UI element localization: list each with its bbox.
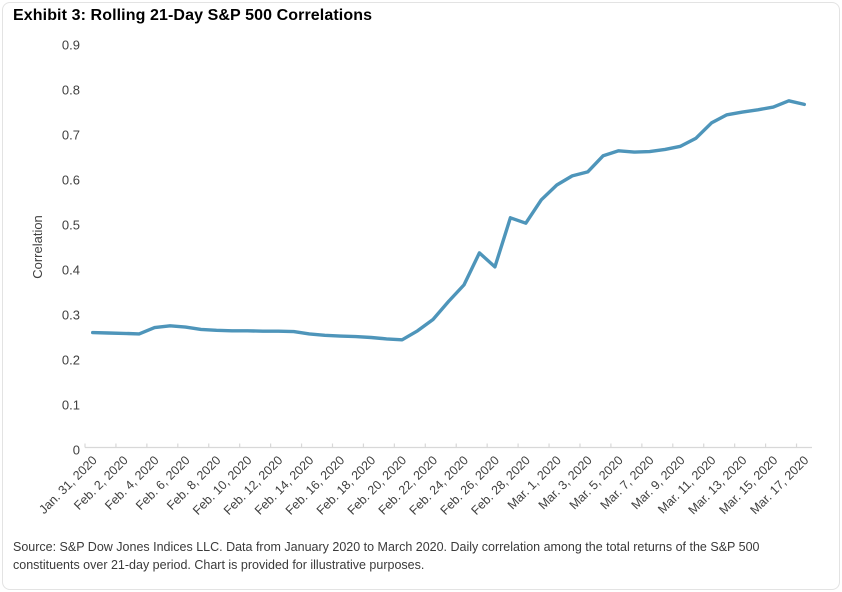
y-axis-tick-label: 0 bbox=[73, 443, 80, 458]
y-axis-tick-label: 0.1 bbox=[62, 398, 80, 413]
y-axis-tick-label: 0.4 bbox=[62, 263, 80, 278]
y-axis-title: Correlation bbox=[30, 215, 45, 279]
y-axis-tick-label: 0.6 bbox=[62, 173, 80, 188]
y-axis-tick-label: 0.7 bbox=[62, 128, 80, 143]
chart-title: Exhibit 3: Rolling 21-Day S&P 500 Correl… bbox=[13, 7, 373, 24]
y-axis: 0.9 0.8 0.7 0.6 0.5 0.4 0.3 0.2 0.1 0 Correlation bbox=[30, 38, 80, 458]
series-line-correlation bbox=[90, 99, 806, 342]
y-axis-tick-label: 0.5 bbox=[62, 218, 80, 233]
y-axis-tick-label: 0.8 bbox=[62, 83, 80, 98]
y-axis-tick-label: 0.3 bbox=[62, 308, 80, 323]
y-axis-tick-label: 0.2 bbox=[62, 353, 80, 368]
source-note: Source: S&P Dow Jones Indices LLC. Data … bbox=[13, 540, 760, 572]
y-axis-tick-label: 0.9 bbox=[62, 38, 80, 53]
correlation-line-chart: 0.9 0.8 0.7 0.6 0.5 0.4 0.3 0.2 0.1 0 Correlation J… bbox=[30, 38, 812, 518]
